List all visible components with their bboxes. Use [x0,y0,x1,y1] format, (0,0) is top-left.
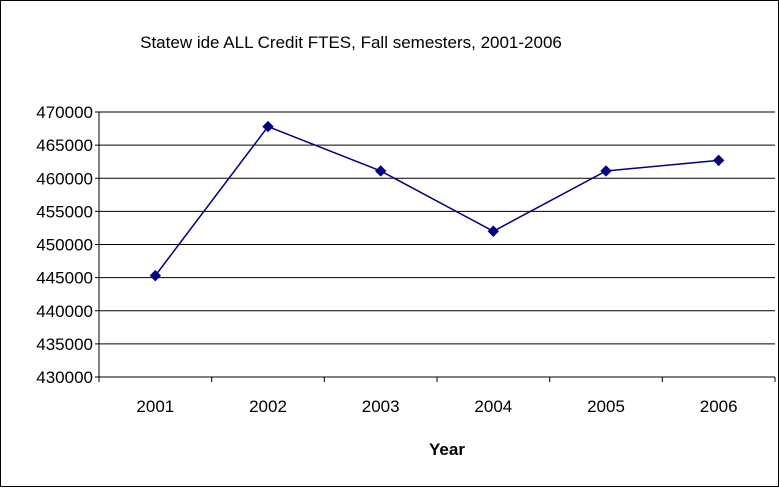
data-point [600,165,612,177]
y-tick-label: 440000 [36,302,93,321]
data-point [712,154,725,167]
x-axis-title: Year [429,440,465,459]
y-tick-label: 465000 [36,136,93,155]
y-tick-label: 460000 [36,169,93,188]
data-point [262,120,274,133]
x-tick-label: 2006 [700,397,738,416]
y-tick-label: 455000 [36,202,93,221]
series-line [154,125,719,277]
x-tick-label: 2003 [362,397,400,416]
x-tick-label: 2001 [136,397,174,416]
data-point [149,269,162,282]
data-point [374,165,387,177]
y-tick-label: 445000 [36,269,93,288]
y-tick-label: 430000 [36,368,93,387]
y-tick-label: 450000 [36,236,93,255]
data-point [487,225,500,237]
y-tick-label: 470000 [36,103,93,122]
x-tick-label: 2002 [249,397,287,416]
y-tick-label: 435000 [36,335,93,354]
plot-area: 470000 465000 460000 455000 450000 445000 4400… [36,103,776,416]
x-tick-label: 2005 [587,397,625,416]
x-tick-label: 2004 [474,397,512,416]
chart-title: Statew ide ALL Credit FTES, Fall semeste… [140,33,562,52]
